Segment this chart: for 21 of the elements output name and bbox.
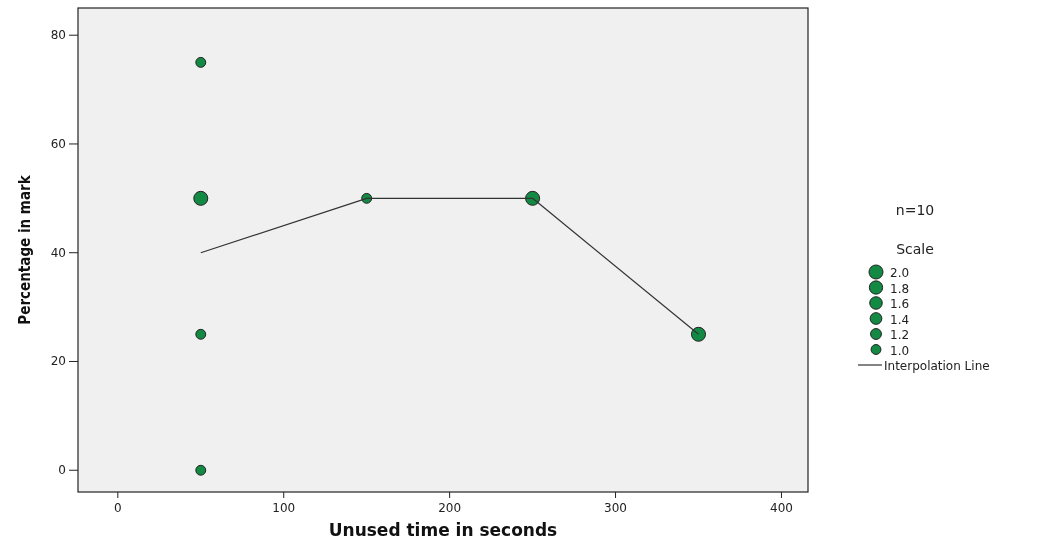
y-tick-label: 0 (58, 463, 66, 478)
legend-label: 1.0 (890, 343, 910, 358)
legend-label: 1.4 (890, 312, 910, 327)
x-tick-label: 100 (272, 501, 296, 515)
legend-label: 1.8 (890, 281, 910, 296)
legend-label: Interpolation Line (884, 359, 990, 373)
x-tick-label: 200 (438, 501, 462, 515)
y-tick-label: 20 (50, 354, 66, 369)
y-tick-label: 40 (50, 245, 66, 260)
legend-label: 1.6 (890, 297, 910, 311)
x-tick-label: 300 (604, 501, 627, 515)
text: n=10 (895, 202, 935, 218)
x-tick-label: 0 (114, 501, 122, 515)
legend-title: Scale (896, 241, 934, 257)
y-tick-label: 80 (50, 28, 66, 43)
x-tick-label: 400 (770, 501, 793, 515)
legend-label: 1.2 (890, 328, 910, 342)
y-axis-title: Percentage in mark (16, 174, 34, 325)
x-axis-title: Unused time in seconds (328, 520, 558, 540)
y-tick-label: 60 (50, 136, 66, 151)
legend-label: 2.0 (890, 266, 910, 280)
